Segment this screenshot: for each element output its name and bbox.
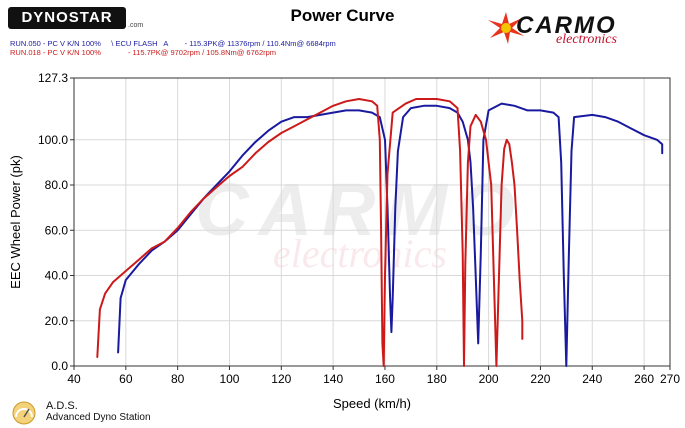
chart-title: Power Curve [290,6,395,25]
y-tick-label: 80.0 [45,178,69,192]
x-tick-label: 40 [67,372,81,386]
y-tick-label: 0.0 [51,359,68,373]
ads-logo: A.D.S. Advanced Dyno Station [8,398,208,426]
series-line-run-018 [96,98,524,367]
x-tick-label: 120 [271,372,291,386]
ads-subtitle: Advanced Dyno Station [46,412,151,423]
x-tick-label: 240 [582,372,602,386]
x-tick-label: 160 [375,372,395,386]
y-tick-label: 127.3 [38,71,68,85]
grid [74,78,670,366]
x-axis-label: Speed (km/h) [333,396,411,411]
x-tick-label: 140 [323,372,343,386]
x-tick-label: 220 [530,372,550,386]
x-tick-label: 80 [171,372,185,386]
run-legend-blue: RUN.050 - PC V K/N 100% \ ECU FLASH A - … [10,39,336,48]
spark-icon [488,12,524,44]
dynostar-logo: DYNOSTAR [8,7,126,29]
plot-frame [73,77,671,367]
x-tick-label: 100 [219,372,239,386]
x-tick-label: 270 [660,372,680,386]
y-tick-label: 20.0 [45,314,69,328]
dynostar-logo-suffix: .com [128,22,144,29]
carmo-logo-subtext: electronics [556,32,617,47]
watermark-sub: electronics [273,231,447,276]
carmo-logo: CARMO electronics [486,10,678,47]
y-axis-label: EEC Wheel Power (pk) [8,155,23,289]
x-tick-label: 180 [427,372,447,386]
carmo-logo-text: CARMO [516,12,617,39]
series-group [96,98,664,367]
y-tick-label: 40.0 [45,269,69,283]
y-axis-ticks: 0.0 20.0 40.0 60.0 80.0 100.0 127.3 [38,71,74,373]
x-axis-ticks: 40 60 80 100 120 140 160 180 200 220 240 260 270 [67,366,680,386]
ads-title: A.D.S. [46,400,78,412]
x-tick-label: 200 [479,372,499,386]
series-line-run-050 [117,102,664,367]
run-legend-red: RUN.018 - PC V K/N 100% - 115.7PK@ 9702r… [10,48,277,57]
x-tick-label: 60 [119,372,133,386]
y-tick-label: 100.0 [38,133,68,147]
x-tick-label: 260 [634,372,654,386]
ads-icon [12,401,36,425]
y-tick-label: 60.0 [45,223,69,237]
